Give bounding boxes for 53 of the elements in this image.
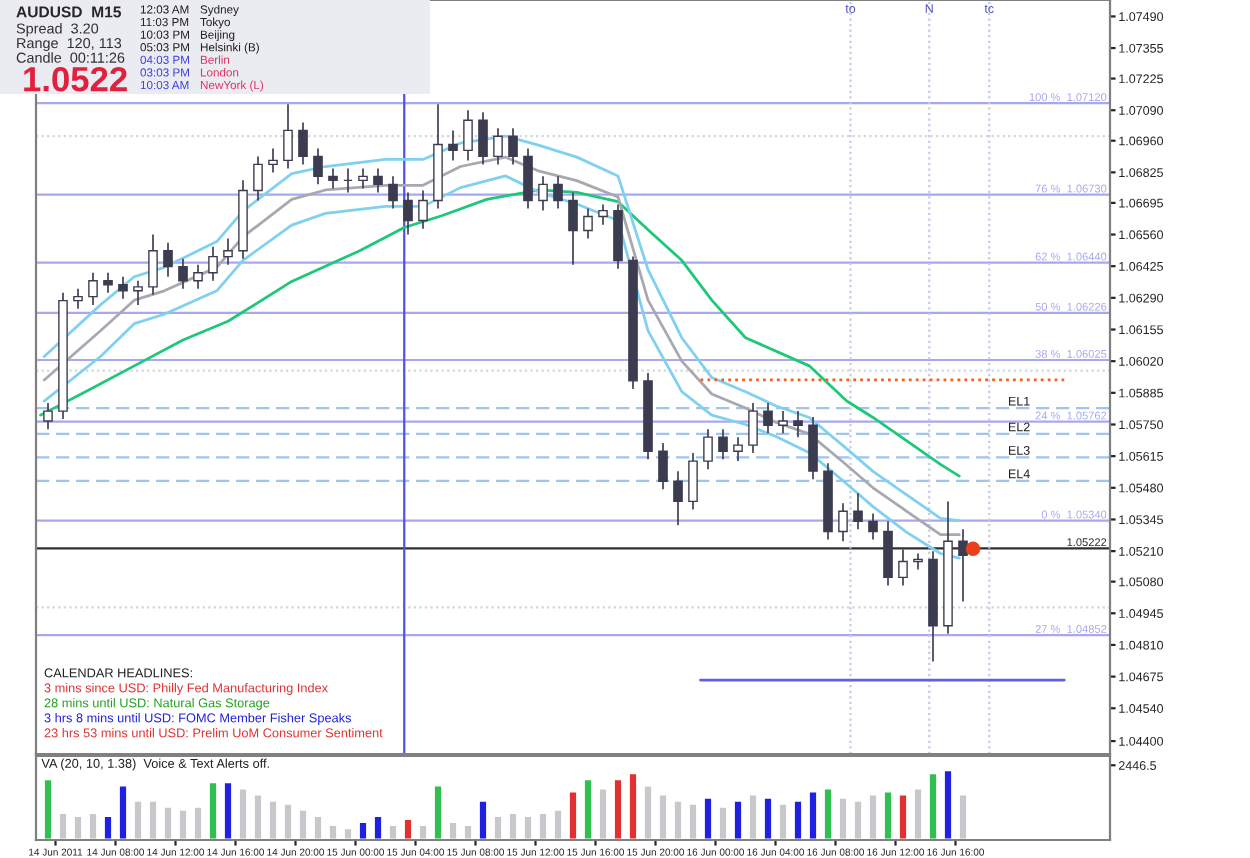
- candlestick: [958, 528, 968, 603]
- candlestick: [373, 167, 383, 194]
- candlestick: [463, 109, 473, 162]
- candlestick: [583, 207, 593, 240]
- candlestick: [118, 275, 128, 300]
- candlestick: [88, 271, 98, 306]
- candlestick: [688, 452, 698, 511]
- candlestick: [568, 191, 578, 266]
- candlestick: [133, 279, 143, 306]
- candlestick: [538, 175, 548, 212]
- candlestick: [703, 428, 713, 471]
- candlestick: [388, 175, 398, 210]
- candlestick: [478, 111, 488, 166]
- candlestick: [448, 129, 458, 162]
- candlestick: [838, 502, 848, 543]
- candlestick: [748, 402, 758, 454]
- candlestick: [598, 203, 608, 226]
- annotation: 1.0522: [24, 66, 127, 92]
- candlestick: [733, 436, 743, 462]
- candlestick: [898, 548, 908, 587]
- candlestick: [193, 263, 203, 290]
- candlestick: [883, 520, 893, 587]
- candlestick: [868, 512, 878, 541]
- candlestick: [493, 127, 503, 166]
- candlestick: [163, 241, 173, 278]
- candlestick: [73, 287, 83, 310]
- candlestick: [208, 245, 218, 282]
- candlestick: [178, 257, 188, 290]
- candlestick: [673, 470, 683, 527]
- candlestick: [778, 410, 788, 435]
- candlestick: [523, 147, 533, 210]
- candlestick: [43, 402, 53, 431]
- candlestick: [913, 552, 923, 571]
- candlestick: [313, 147, 323, 186]
- candlestick: [508, 127, 518, 166]
- candlestick: [148, 233, 158, 296]
- candlestick: [418, 189, 428, 230]
- candlestick: [403, 191, 413, 236]
- candlestick: [808, 416, 818, 480]
- candlestick: [103, 271, 113, 294]
- candlestick: [328, 167, 338, 190]
- candlestick: [253, 155, 263, 202]
- candlestick: [853, 492, 863, 531]
- candlestick: [718, 428, 728, 461]
- candlestick: [223, 237, 233, 266]
- candlestick: [298, 121, 308, 166]
- candlestick: [358, 167, 368, 190]
- candlestick: [268, 147, 278, 174]
- candlestick: [658, 442, 668, 491]
- candlestick: [553, 175, 563, 210]
- candlestick: [763, 402, 773, 435]
- candlestick: [283, 103, 293, 170]
- candlestick: [793, 410, 803, 438]
